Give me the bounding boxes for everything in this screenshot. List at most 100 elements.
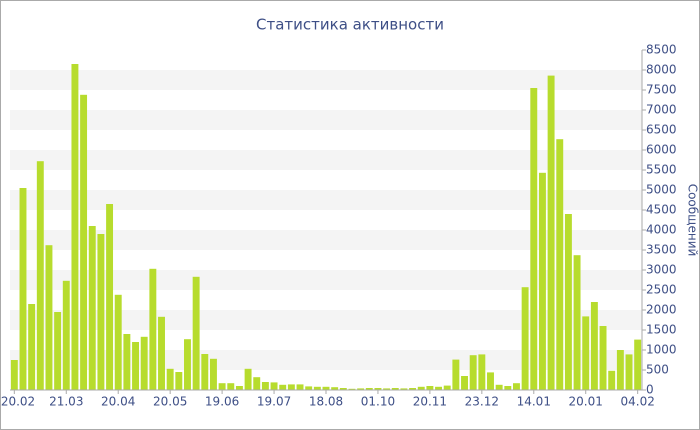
bar — [106, 204, 114, 390]
grid-band — [10, 190, 642, 210]
bar — [504, 386, 512, 390]
bar — [270, 382, 278, 390]
y-tick-label: 0 — [646, 383, 654, 397]
grid-band — [10, 270, 642, 290]
bar — [530, 88, 538, 390]
bar — [400, 388, 408, 390]
grid-band — [10, 150, 642, 170]
y-tick-label: 7500 — [646, 83, 677, 97]
bar — [564, 214, 572, 390]
chart-title: Статистика активности — [256, 16, 444, 34]
y-tick-label: 5000 — [646, 183, 677, 197]
y-axis-title: Сообщений — [686, 184, 700, 257]
bar — [253, 377, 261, 390]
x-tick-label: 18.08 — [309, 395, 343, 409]
bar — [582, 316, 590, 390]
bar — [435, 386, 443, 390]
bar — [36, 161, 44, 390]
bar — [383, 388, 391, 390]
y-tick-label: 4000 — [646, 223, 677, 237]
bar — [608, 370, 616, 390]
bar — [625, 354, 633, 390]
bar — [114, 294, 122, 390]
bar — [538, 172, 546, 390]
bar — [556, 139, 564, 390]
y-tick-label: 5500 — [646, 163, 677, 177]
bar — [149, 268, 157, 390]
bar — [391, 388, 399, 390]
bar — [357, 388, 365, 390]
bar — [279, 384, 287, 390]
grid-band — [10, 350, 642, 370]
bar — [417, 386, 425, 390]
bar — [244, 368, 252, 390]
bar — [513, 383, 520, 390]
x-tick-label: 23.12 — [465, 395, 499, 409]
bar — [478, 354, 486, 390]
bar — [97, 234, 105, 390]
bar — [495, 384, 503, 390]
x-tick-label: 20.04 — [101, 395, 135, 409]
y-tick-label: 3500 — [646, 243, 677, 257]
y-tick-label: 4500 — [646, 203, 677, 217]
bar — [227, 383, 235, 390]
y-tick-label: 8000 — [646, 63, 677, 77]
bar — [573, 255, 581, 390]
bar — [80, 94, 88, 391]
bar — [365, 388, 373, 390]
bar — [296, 384, 304, 390]
bar — [348, 388, 356, 390]
x-tick-label: 01.10 — [361, 395, 395, 409]
bar — [209, 358, 217, 390]
bar — [469, 355, 477, 390]
bar — [62, 280, 70, 390]
grid-band — [10, 70, 642, 90]
bar — [218, 383, 226, 390]
x-tick-label: 19.07 — [257, 395, 291, 409]
bar — [590, 302, 598, 390]
y-tick-label: 2000 — [646, 303, 677, 317]
x-tick-label: 20.02 — [1, 395, 35, 409]
bar — [487, 372, 494, 390]
bar — [166, 368, 174, 390]
bar — [19, 188, 27, 390]
y-tick-label: 8500 — [646, 43, 677, 57]
bar — [201, 354, 209, 390]
y-tick-label: 6500 — [646, 123, 677, 137]
bar — [88, 226, 96, 390]
x-tick-label: 20.05 — [153, 395, 187, 409]
x-tick-label: 20.11 — [413, 395, 447, 409]
bar — [54, 312, 62, 390]
bar — [305, 386, 313, 390]
bar — [71, 64, 79, 390]
bar — [45, 245, 53, 390]
bar — [339, 388, 347, 390]
bar — [547, 75, 555, 390]
bar — [452, 359, 460, 390]
x-tick-label: 14.01 — [517, 395, 551, 409]
bar — [521, 287, 529, 390]
bar — [634, 339, 642, 390]
y-tick-label: 7000 — [646, 103, 677, 117]
bar — [132, 342, 139, 390]
bar — [158, 316, 165, 390]
y-tick-label: 2500 — [646, 283, 677, 297]
grid-band — [10, 230, 642, 250]
x-tick-label: 20.01 — [569, 395, 603, 409]
bar — [322, 386, 330, 390]
bar — [287, 384, 295, 390]
bar — [443, 385, 451, 390]
bar — [140, 336, 148, 390]
bar — [409, 388, 417, 390]
y-tick-label: 3000 — [646, 263, 677, 277]
bar — [28, 304, 36, 390]
bar — [261, 382, 269, 390]
bar — [374, 388, 382, 390]
y-tick-label: 500 — [646, 363, 669, 377]
y-tick-label: 1000 — [646, 343, 677, 357]
bar — [175, 372, 183, 390]
bar — [192, 276, 200, 390]
x-tick-label: 04.02 — [620, 395, 654, 409]
y-tick-label: 1500 — [646, 323, 677, 337]
